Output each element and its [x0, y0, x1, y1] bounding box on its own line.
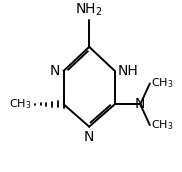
Text: N: N: [84, 130, 94, 144]
Text: CH$_3$: CH$_3$: [151, 77, 174, 90]
Text: NH$_2$: NH$_2$: [75, 2, 103, 18]
Text: N: N: [50, 64, 60, 78]
Text: CH$_3$: CH$_3$: [151, 118, 174, 132]
Text: NH: NH: [118, 64, 139, 78]
Text: N: N: [135, 97, 145, 111]
Text: CH$_3$: CH$_3$: [9, 97, 32, 111]
